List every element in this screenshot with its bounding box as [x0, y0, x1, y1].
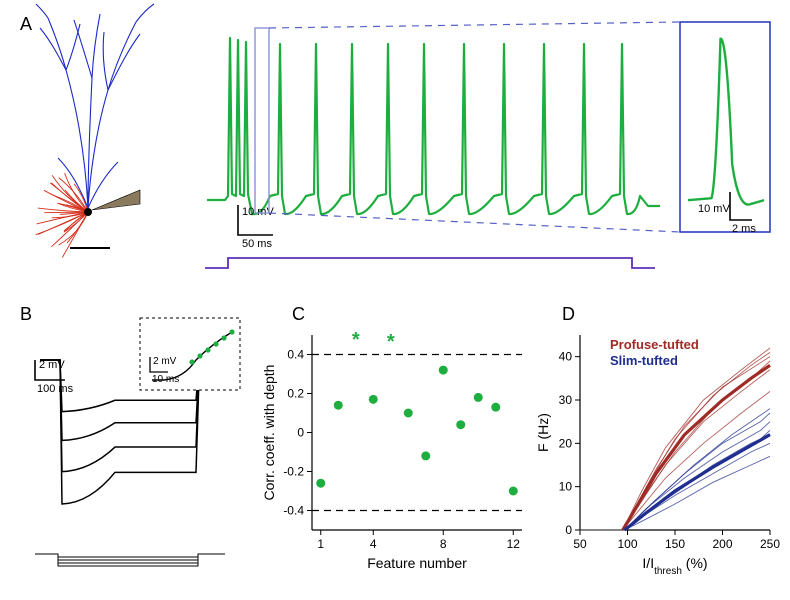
svg-text:2 mV: 2 mV: [153, 356, 177, 367]
svg-text:0: 0: [297, 426, 304, 440]
panel-c: -0.4 -0.2 0 0.2 0.4 1 4 8 12 * * Feature number Corr…: [261, 329, 522, 571]
svg-text:10 ms: 10 ms: [152, 374, 179, 385]
svg-text:*: *: [352, 329, 360, 351]
svg-text:50 ms: 50 ms: [242, 238, 272, 250]
svg-text:D: D: [562, 304, 575, 324]
neuron-morphology: [36, 4, 154, 257]
svg-text:0.4: 0.4: [287, 348, 304, 362]
panel-b: 2 mV 100 ms 2 mV 10 ms: [35, 318, 240, 566]
svg-text:10: 10: [559, 480, 573, 494]
spike-train: 10 mV50 ms: [205, 38, 660, 268]
svg-text:0.2: 0.2: [287, 387, 304, 401]
svg-text:40: 40: [559, 350, 573, 364]
svg-text:Slim-tufted: Slim-tufted: [610, 353, 678, 368]
svg-text:Corr. coeff. with depth: Corr. coeff. with depth: [261, 365, 277, 501]
svg-text:2 mV: 2 mV: [39, 359, 65, 371]
svg-text:1: 1: [317, 537, 324, 551]
svg-text:C: C: [292, 304, 305, 324]
svg-text:8: 8: [440, 537, 447, 551]
svg-text:30: 30: [559, 393, 573, 407]
svg-text:150: 150: [665, 537, 685, 551]
svg-text:4: 4: [370, 537, 377, 551]
spike-inset: 10 mV2 ms: [255, 22, 770, 235]
svg-text:200: 200: [712, 537, 732, 551]
svg-text:12: 12: [507, 537, 521, 551]
svg-text:0: 0: [565, 523, 572, 537]
svg-text:B: B: [20, 304, 32, 324]
svg-text:250: 250: [760, 537, 780, 551]
svg-text:50: 50: [573, 537, 587, 551]
svg-text:I/Ithresh (%): I/Ithresh (%): [642, 555, 707, 577]
svg-text:A: A: [20, 14, 32, 34]
svg-text:Feature number: Feature number: [367, 555, 467, 571]
svg-text:10 mV: 10 mV: [698, 203, 730, 215]
svg-text:-0.4: -0.4: [283, 504, 304, 518]
svg-text:F (Hz): F (Hz): [535, 413, 551, 452]
svg-text:20: 20: [559, 436, 573, 450]
svg-text:2 ms: 2 ms: [732, 223, 756, 235]
panel-a: 10 mV50 ms10 mV2 ms: [36, 4, 770, 268]
svg-text:Profuse-tufted: Profuse-tufted: [610, 337, 699, 352]
panel-d: 0 10 20 30 40 50 100 150 200 250 Profuse-tuftedSli…: [535, 335, 780, 577]
svg-text:100 ms: 100 ms: [37, 383, 74, 395]
svg-text:100: 100: [617, 537, 637, 551]
svg-text:*: *: [387, 331, 395, 353]
svg-text:-0.2: -0.2: [283, 465, 304, 479]
